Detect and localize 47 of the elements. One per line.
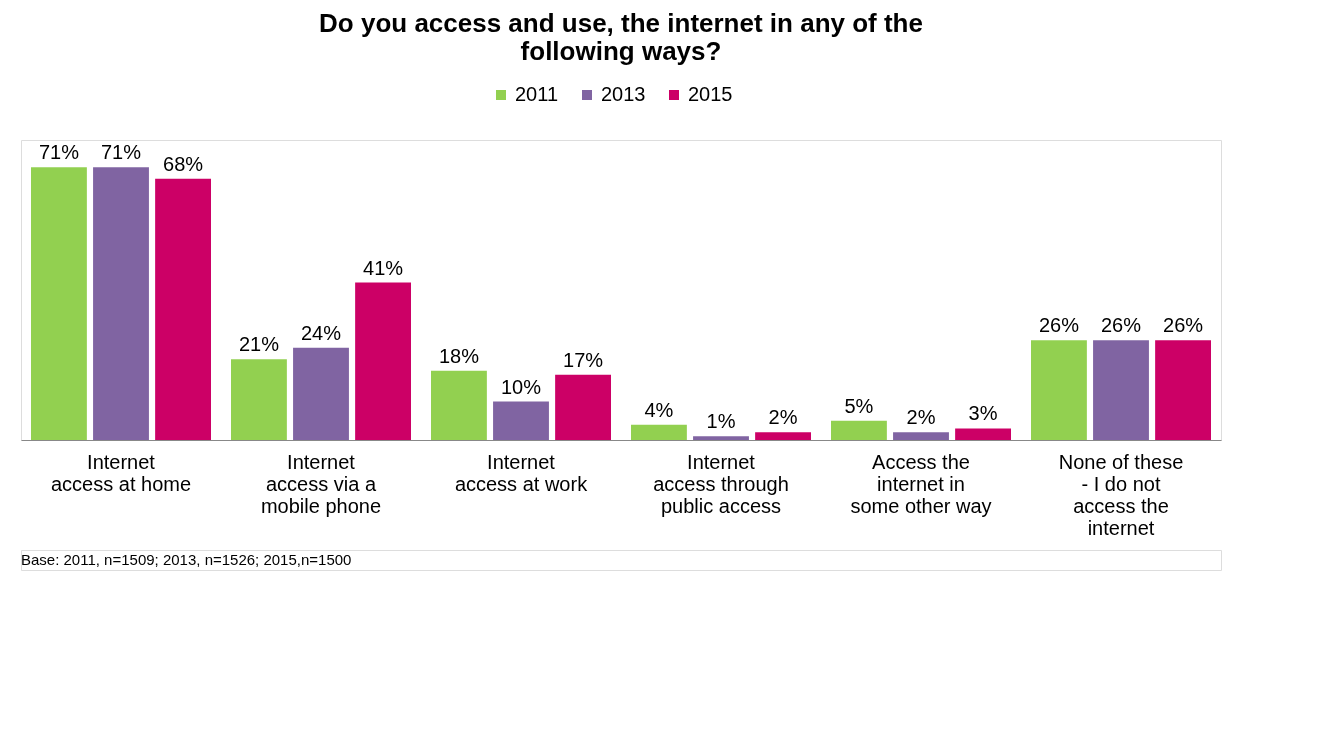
legend-label: 2015 [688,83,733,105]
data-label: 2% [768,406,798,429]
bar [155,178,211,440]
x-tick-label: Internet access at home [50,450,192,495]
bar [231,359,287,440]
bar [1155,340,1211,440]
text: Base: 2011, n=1509; 2013, n=1526; 2015,n=1500 [21,551,352,568]
data-label: 3% [968,402,998,425]
data-label: 26% [1163,314,1204,337]
data-label: 24% [300,321,342,344]
bar [31,167,87,440]
legend-label: 2013 [601,83,646,105]
data-label: 68% [163,152,204,175]
x-tick-label: Access the internet in some other way [850,450,992,517]
bar [631,424,687,440]
legend-label: 2011 [515,83,559,105]
data-label: 26% [1038,314,1080,337]
data-label: 26% [1100,314,1142,337]
data-label: 1% [706,410,736,433]
x-tick-label: Internet access through public access [653,450,789,517]
data-label: 17% [563,348,604,371]
bar [355,282,411,440]
bar [893,432,949,440]
bar [831,420,887,440]
data-label: 2% [906,406,936,429]
bar [431,370,487,440]
bar [1031,340,1087,440]
bar [1093,340,1149,440]
bar [555,374,611,440]
data-label: 21% [238,333,280,356]
data-label: 4% [644,398,674,421]
data-label: 41% [363,256,404,279]
chart-title: Do you access and use, the internet in any of the following ways? [319,8,923,66]
bar [755,432,811,440]
bar [693,436,749,440]
data-label: 18% [438,344,480,367]
bar [293,347,349,440]
data-label: 71% [38,141,80,164]
bar [493,401,549,440]
x-tick-label: Internet access at work [454,450,589,495]
data-label: 71% [100,141,142,164]
bar [93,167,149,440]
x-tick-label: None of these - I do not access the internet [1058,450,1184,539]
data-label: 5% [844,394,874,417]
data-label: 10% [500,375,542,398]
x-tick-label: Internet access via a mobile phone [260,450,382,517]
bar [955,428,1011,440]
